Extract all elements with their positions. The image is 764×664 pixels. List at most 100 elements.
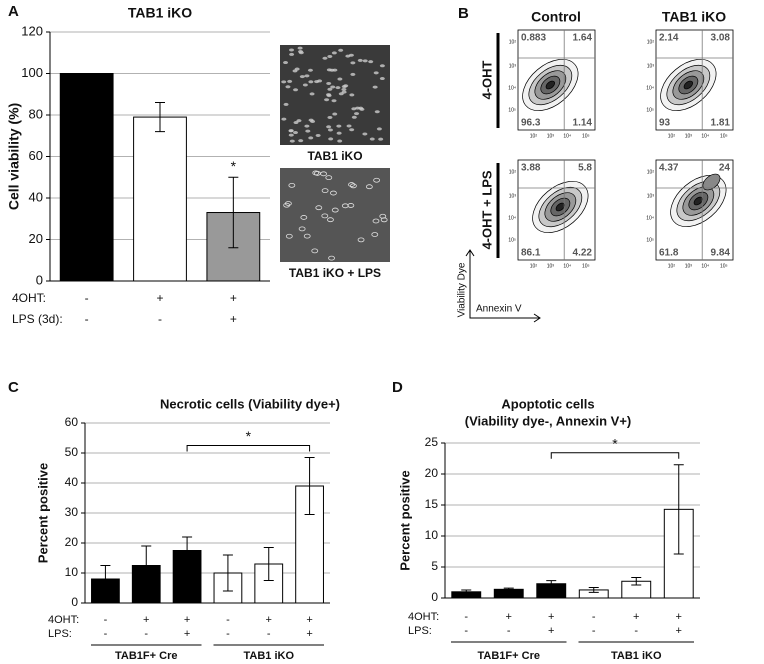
flow-tick-label: 10³ bbox=[547, 133, 555, 139]
cell bbox=[285, 85, 291, 89]
error-bar bbox=[228, 176, 239, 249]
flow-tick-label: 10² bbox=[668, 133, 676, 139]
cell bbox=[373, 71, 379, 75]
condition-sign: + bbox=[266, 614, 272, 626]
cell bbox=[302, 83, 308, 87]
group-label: TAB1F+ Cre bbox=[478, 650, 540, 662]
micrograph-caption: TAB1 iKO bbox=[307, 149, 362, 163]
column-header: Control bbox=[531, 9, 581, 25]
cell bbox=[345, 54, 351, 58]
cell bbox=[315, 133, 321, 137]
flow-tick-label: 10⁵ bbox=[582, 263, 590, 269]
cells bbox=[281, 46, 388, 261]
cell bbox=[293, 121, 299, 125]
y-tick-label: 30 bbox=[65, 505, 79, 519]
y-tick-label: 60 bbox=[65, 415, 79, 429]
quadrant-value: 1.14 bbox=[573, 118, 593, 129]
condition-sign: - bbox=[592, 625, 596, 637]
y-axis-label: Percent positive bbox=[397, 470, 412, 570]
cell bbox=[327, 128, 333, 132]
cell bbox=[336, 124, 342, 128]
quadrant-value: 86.1 bbox=[521, 248, 541, 259]
cell bbox=[362, 59, 368, 63]
cell bbox=[346, 124, 352, 128]
cell bbox=[299, 75, 305, 79]
condition-sign: + bbox=[184, 628, 190, 640]
condition-label: LPS: bbox=[408, 625, 432, 637]
cell bbox=[307, 68, 313, 72]
quadrant-value: 4.37 bbox=[659, 163, 679, 174]
chart-title: Apoptotic cells bbox=[501, 396, 594, 411]
cell bbox=[298, 50, 304, 54]
cell bbox=[369, 137, 375, 141]
cell bbox=[328, 137, 334, 141]
condition-sign: - bbox=[507, 625, 511, 637]
condition-sign: + bbox=[306, 628, 312, 640]
contour bbox=[702, 173, 721, 191]
cell bbox=[281, 117, 287, 121]
flow-tick-label: 10² bbox=[509, 39, 517, 45]
flow-tick-label: 10⁴ bbox=[701, 263, 709, 269]
condition-label: LPS (3d): bbox=[12, 312, 63, 326]
error-bar bbox=[141, 545, 152, 586]
y-tick-label: 50 bbox=[65, 445, 79, 459]
significance: * bbox=[612, 435, 618, 451]
condition-sign: - bbox=[464, 625, 468, 637]
y-tick-label: 120 bbox=[21, 23, 43, 38]
y-tick-label: 15 bbox=[425, 497, 439, 511]
y-tick-label: 20 bbox=[29, 231, 43, 246]
cell bbox=[371, 232, 379, 237]
cell bbox=[315, 205, 323, 211]
cell bbox=[347, 203, 355, 208]
error-bar bbox=[503, 587, 514, 592]
cell bbox=[337, 77, 343, 81]
cell bbox=[320, 171, 327, 177]
cell bbox=[332, 112, 338, 116]
quadrant-value: 61.8 bbox=[659, 248, 679, 259]
flow-tick-label: 10³ bbox=[509, 63, 517, 69]
cell bbox=[324, 98, 330, 102]
cell bbox=[321, 188, 329, 194]
condition-sign: + bbox=[676, 625, 682, 637]
error-bar bbox=[588, 586, 599, 593]
significance: * bbox=[231, 158, 237, 174]
cell bbox=[378, 137, 384, 141]
cell bbox=[326, 81, 332, 85]
condition-label: 4OHT: bbox=[408, 611, 439, 623]
condition-sign: - bbox=[267, 628, 271, 640]
quadrant-value: 9.84 bbox=[711, 248, 731, 259]
condition-sign: + bbox=[156, 291, 163, 305]
micrograph bbox=[280, 168, 390, 262]
cell bbox=[373, 177, 381, 183]
cell bbox=[296, 119, 302, 123]
flow-tick-label: 10⁵ bbox=[720, 263, 728, 269]
flow-x-label: Annexin V bbox=[476, 304, 522, 315]
chart-title: Necrotic cells (Viability dye+) bbox=[160, 396, 340, 411]
flow-tick-label: 10⁴ bbox=[508, 85, 516, 91]
group-label: TAB1F+ Cre bbox=[115, 650, 177, 662]
flow-tick-label: 10⁴ bbox=[701, 133, 709, 139]
cell bbox=[329, 68, 335, 72]
condition-sign: - bbox=[104, 628, 108, 640]
cell bbox=[327, 54, 333, 58]
cell bbox=[298, 139, 304, 143]
condition-sign: + bbox=[633, 611, 639, 623]
flow-tick-label: 10³ bbox=[647, 193, 655, 199]
condition-sign: - bbox=[158, 312, 162, 326]
cell bbox=[349, 93, 355, 97]
cell bbox=[348, 182, 355, 187]
condition-sign: - bbox=[104, 614, 108, 626]
cell bbox=[327, 115, 333, 119]
cell bbox=[300, 215, 308, 220]
cell bbox=[379, 213, 387, 219]
error-bar bbox=[304, 457, 315, 515]
flow-tick-label: 10³ bbox=[509, 193, 517, 199]
contour bbox=[545, 80, 555, 90]
error-bar bbox=[546, 580, 557, 588]
group-label: TAB1 iKO bbox=[243, 650, 294, 662]
cell bbox=[288, 129, 294, 133]
cell bbox=[283, 102, 289, 106]
cell bbox=[327, 87, 333, 91]
condition-sign: - bbox=[144, 628, 148, 640]
